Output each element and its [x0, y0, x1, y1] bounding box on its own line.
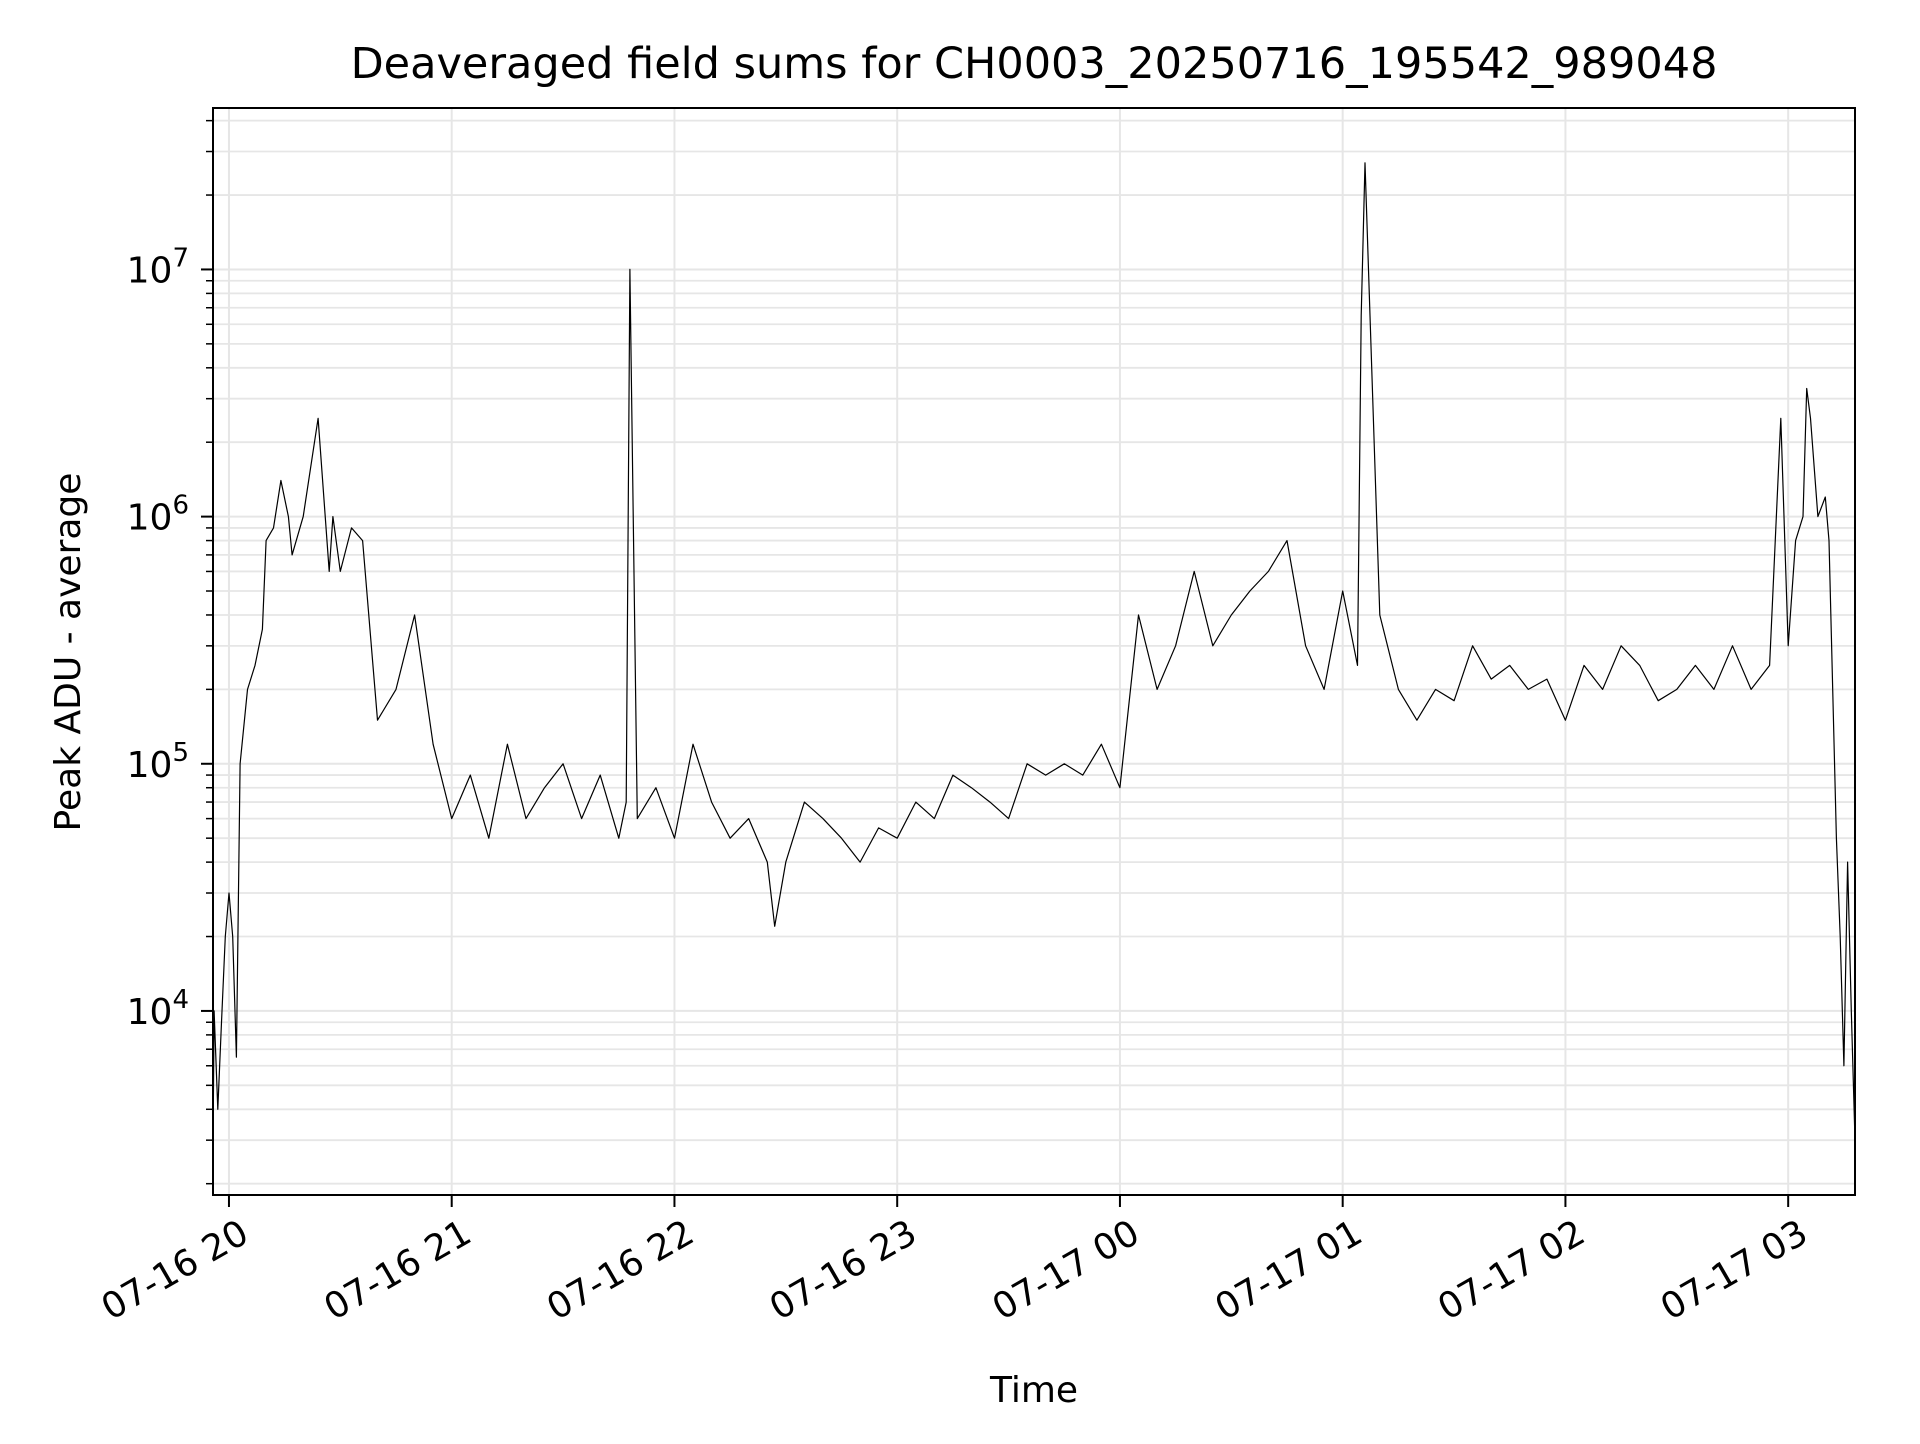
y-tick-label: 106: [127, 491, 189, 539]
y-axis-label: Peak ADU - average: [48, 473, 89, 832]
grid-lines: [213, 108, 1855, 1195]
data-series-line: [212, 162, 1856, 1148]
y-tick-label: 104: [127, 985, 189, 1033]
x-axis-label: Time: [989, 1370, 1078, 1411]
plot-frame: [212, 107, 1856, 1196]
y-tick-label: 107: [127, 243, 189, 291]
y-tick-label: 105: [127, 738, 189, 786]
chart-title: Deaveraged field sums for CH0003_2025071…: [351, 39, 1718, 89]
